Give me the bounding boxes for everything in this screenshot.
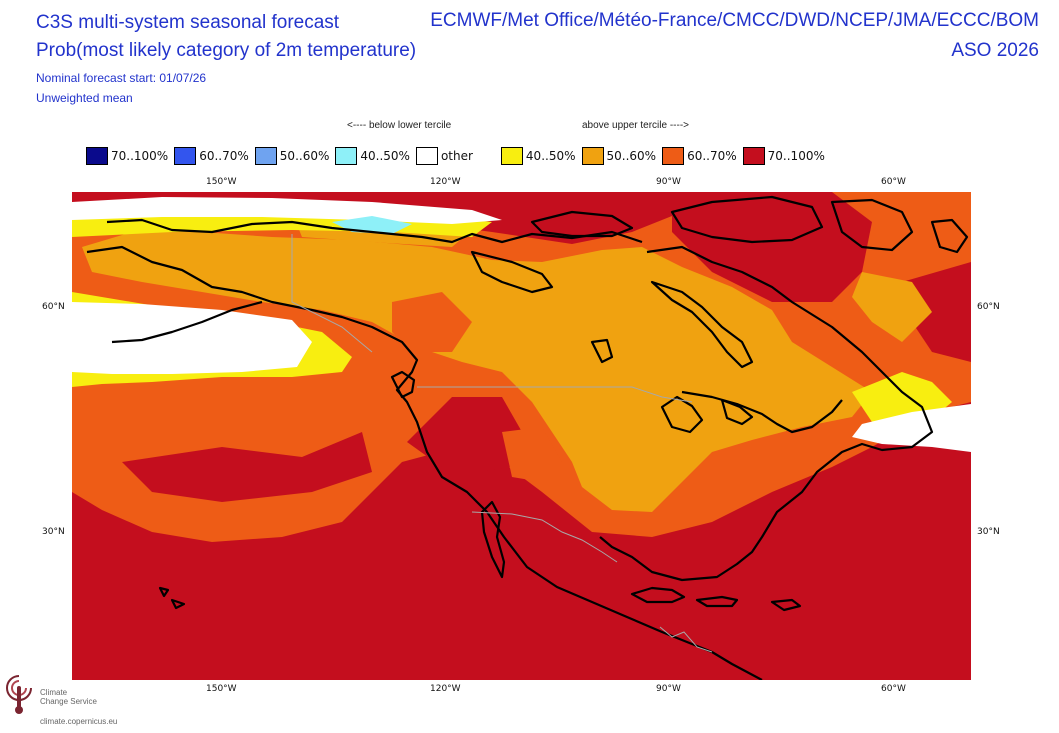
logo-url: climate.copernicus.eu xyxy=(40,717,118,726)
legend-item-other: other xyxy=(415,147,495,165)
legend-swatch xyxy=(415,147,438,165)
legend-item-above-50-60: 50..60% xyxy=(581,147,657,165)
lat-tick-right: 30°N xyxy=(977,527,1000,537)
mean-type-label: Unweighted mean xyxy=(36,91,133,105)
field-60-70-patch-2 xyxy=(502,427,562,482)
legend-swatch xyxy=(500,147,523,165)
lon-tick-top: 150°W xyxy=(206,177,237,187)
legend-label: 50..60% xyxy=(279,149,330,163)
field-70-100-ne xyxy=(672,192,872,302)
legend-label: 70..100% xyxy=(767,149,825,163)
legend-swatch xyxy=(86,147,108,165)
lon-tick-top: 60°W xyxy=(881,177,906,187)
field-70-100-east xyxy=(902,262,971,362)
lon-tick-bottom: 90°W xyxy=(656,684,681,694)
field-50-60-east xyxy=(852,272,932,342)
legend-label: other xyxy=(440,149,473,163)
political-borders xyxy=(291,234,713,653)
legend-label: 40..50% xyxy=(525,149,576,163)
lon-tick-top: 120°W xyxy=(430,177,461,187)
logo-line1: Climate xyxy=(40,688,68,697)
lon-tick-bottom: 150°W xyxy=(206,684,237,694)
legend-swatch xyxy=(581,147,604,165)
legend-swatch xyxy=(742,147,765,165)
lon-tick-bottom: 120°W xyxy=(430,684,461,694)
color-legend: 70..100% 60..70% 50..60% 40..50% other 4… xyxy=(86,146,831,166)
legend-label: 60..70% xyxy=(199,149,249,163)
map-subtitle: Prob(most likely category of 2m temperat… xyxy=(36,40,417,61)
above-tercile-label: above upper tercile ----> xyxy=(582,120,689,131)
field-60-70-patch xyxy=(392,292,472,352)
season-label: ASO 2026 xyxy=(951,40,1039,61)
lon-tick-top: 90°W xyxy=(656,177,681,187)
legend-swatch xyxy=(662,147,685,165)
legend-label: 40..50% xyxy=(360,149,410,163)
legend-swatch xyxy=(174,147,197,165)
field-other-arctic xyxy=(72,197,502,224)
legend-item-below-70-100: 70..100% xyxy=(86,147,168,165)
legend-label: 60..70% xyxy=(687,149,737,163)
climate-service-logo-icon xyxy=(6,675,32,714)
forecast-start-label: Nominal forecast start: 01/07/26 xyxy=(36,71,207,85)
field-other-atlantic xyxy=(852,404,971,452)
field-70-100-inner xyxy=(407,397,522,472)
legend-item-below-50-60: 50..60% xyxy=(254,147,330,165)
lat-tick-left: 60°N xyxy=(42,302,65,312)
forecast-map xyxy=(72,192,971,680)
legend-item-below-40-50: 40..50% xyxy=(335,147,410,165)
legend-item-below-60-70: 60..70% xyxy=(174,147,249,165)
field-70-100-ocean xyxy=(122,432,372,502)
legend-item-above-60-70: 60..70% xyxy=(662,147,737,165)
coastlines xyxy=(86,195,969,680)
below-tercile-label: <---- below lower tercile xyxy=(347,120,452,131)
legend-swatch xyxy=(335,147,358,165)
lat-tick-left: 30°N xyxy=(42,527,65,537)
field-other-alaska xyxy=(72,302,312,374)
logo-line2: Change Service xyxy=(40,697,97,706)
legend-label: 50..60% xyxy=(606,149,657,163)
legend-swatch xyxy=(254,147,277,165)
providers-label: ECMWF/Met Office/Météo-France/CMCC/DWD/N… xyxy=(430,10,1039,31)
legend-item-above-70-100: 70..100% xyxy=(742,147,825,165)
lon-tick-bottom: 60°W xyxy=(881,684,906,694)
legend-item-above-40-50: 40..50% xyxy=(500,147,576,165)
map-title: C3S multi-system seasonal forecast xyxy=(36,12,340,33)
lat-tick-right: 60°N xyxy=(977,302,1000,312)
legend-label: 70..100% xyxy=(111,149,169,163)
